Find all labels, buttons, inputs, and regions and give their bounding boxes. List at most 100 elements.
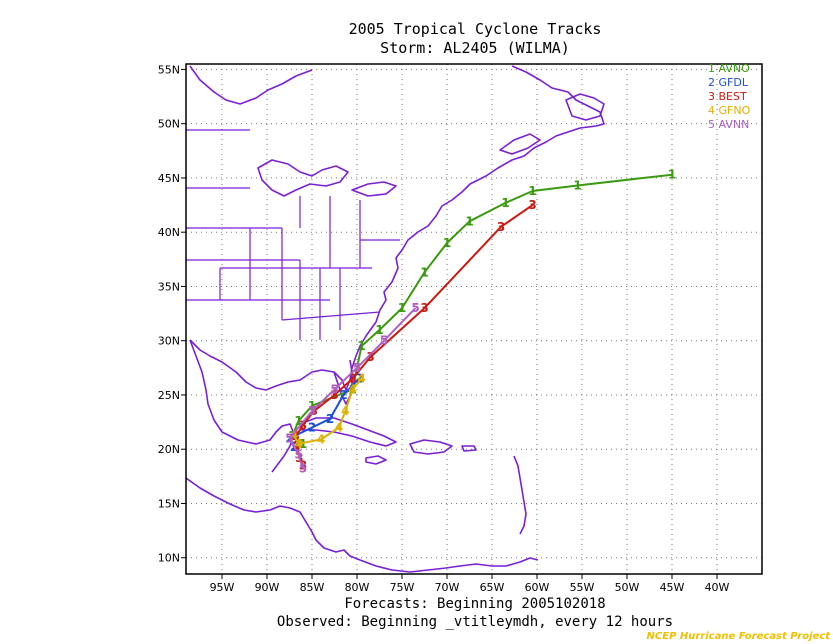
legend-entry-gfno: 4 GFNO (708, 104, 751, 117)
track-point-gfdl: 2 (308, 421, 316, 435)
x-tick-label: 55W (570, 581, 595, 594)
track-point-avnn: 5 (308, 404, 316, 418)
credit-label: NCEP Hurricane Forecast Project (647, 631, 832, 642)
coastline-puerto-rico (461, 445, 477, 452)
track-line-avno (291, 173, 673, 445)
x-tick-label: 95W (210, 581, 235, 594)
x-tick-label: 60W (525, 581, 550, 594)
x-tick-label: 45W (660, 581, 685, 594)
track-point-gfno: 4 (348, 383, 356, 397)
track-point-gfno: 4 (290, 428, 298, 442)
state-borders (186, 129, 400, 340)
gridlines (186, 64, 762, 574)
track-point-avno: 1 (357, 339, 365, 353)
track-point-best: 3 (528, 198, 536, 212)
track-point-best: 3 (292, 429, 300, 443)
track-point-avno: 1 (375, 323, 383, 337)
basemap (186, 65, 605, 573)
y-tick-label: 10N (158, 552, 180, 565)
legend-entry-avno: 1 AVNO (708, 62, 750, 75)
track-point-avnn: 5 (299, 462, 307, 476)
x-tick-label: 50W (615, 581, 640, 594)
footer-forecast-line: Forecasts: Beginning 2005102018 (344, 596, 605, 612)
track-point-gfno: 4 (317, 432, 325, 446)
track-point-gfno: 4 (335, 421, 343, 435)
x-tick-label: 80W (345, 581, 370, 594)
track-point-avno: 1 (420, 265, 428, 279)
x-tick-label: 75W (390, 581, 415, 594)
track-point-gfdl: 2 (326, 412, 334, 426)
track-point-avno: 1 (294, 414, 302, 428)
track-point-best: 3 (310, 404, 318, 418)
track-point-avno: 1 (398, 301, 406, 315)
y-tick-label: 20N (158, 443, 180, 456)
coastline-jamaica (365, 455, 387, 465)
track-point-best: 3 (348, 372, 356, 386)
coastline-lesser-antilles (513, 455, 527, 535)
y-tick-label: 40N (158, 226, 180, 239)
coastline-newfoundland (565, 93, 605, 121)
track-point-gfno: 4 (294, 437, 302, 451)
x-tick-label: 65W (480, 581, 505, 594)
y-tick-label: 50N (158, 118, 180, 131)
coastline-nova-scotia (499, 133, 541, 155)
track-point-avno: 1 (465, 214, 473, 228)
track-point-avno: 1 (573, 179, 581, 193)
great-lakes (257, 159, 349, 197)
legend-entry-avnn: 5 AVNN (708, 118, 749, 131)
legend-entry-gfdl: 2 GFDL (708, 76, 749, 89)
x-tick-label: 90W (255, 581, 280, 594)
track-point-gfno: 4 (341, 404, 349, 418)
track-point-best: 3 (420, 301, 428, 315)
y-tick-label: 25N (158, 389, 180, 402)
track-point-gfdl: 2 (339, 388, 347, 402)
track-point-avno: 1 (443, 236, 451, 250)
track-point-best: 3 (293, 439, 301, 453)
track-point-best: 3 (299, 418, 307, 432)
track-point-avno: 1 (668, 168, 676, 182)
track-point-avnn: 5 (380, 334, 388, 348)
track-point-avno: 1 (528, 184, 536, 198)
coastline-gulf (189, 339, 295, 473)
great-lakes-east (351, 181, 397, 197)
x-tick-label: 85W (300, 581, 325, 594)
x-tick-label: 70W (435, 581, 460, 594)
y-tick-label: 35N (158, 280, 180, 293)
track-point-avnn: 5 (294, 448, 302, 462)
track-point-best: 3 (330, 388, 338, 402)
track-point-gfdl: 2 (355, 372, 363, 386)
chart-title: 2005 Tropical Cyclone Tracks (349, 20, 602, 38)
plot-frame (185, 63, 763, 575)
track-point-best: 3 (497, 220, 505, 234)
track-point-avnn: 5 (285, 431, 293, 445)
track-point-gfno: 4 (357, 372, 365, 386)
coastline-hispaniola (409, 439, 453, 455)
coastline-hudson (189, 65, 313, 105)
track-line-gfno (293, 378, 363, 445)
y-tick-label: 30N (158, 335, 180, 348)
coastline-central-america (186, 477, 539, 573)
axes: 95W 90W 85W 80W 75W 70W 65W 60W 55W 50W 45W 40W 10N 1… (158, 63, 730, 594)
footer-observed-line: Observed: Beginning _vtitleymdh, every 1… (277, 614, 673, 630)
coastline-north-america (189, 65, 605, 391)
legend-entry-best: 3 BEST (708, 90, 747, 103)
track-point-avnn: 5 (353, 361, 361, 375)
track-point-avno: 1 (501, 196, 509, 210)
track-point-avnn: 5 (411, 301, 419, 315)
track-line-best (294, 204, 534, 466)
track-point-avno: 1 (308, 399, 316, 413)
x-tick-label: 40W (705, 581, 730, 594)
track-point-avnn: 5 (330, 383, 338, 397)
y-tick-label: 45N (158, 172, 180, 185)
y-tick-label: 15N (158, 497, 180, 510)
track-point-best: 3 (366, 350, 374, 364)
chart-subtitle: Storm: AL2405 (WILMA) (380, 39, 570, 57)
coastline-cuba (299, 417, 397, 447)
track-line-avnn (288, 307, 417, 470)
y-tick-label: 55N (158, 63, 180, 76)
